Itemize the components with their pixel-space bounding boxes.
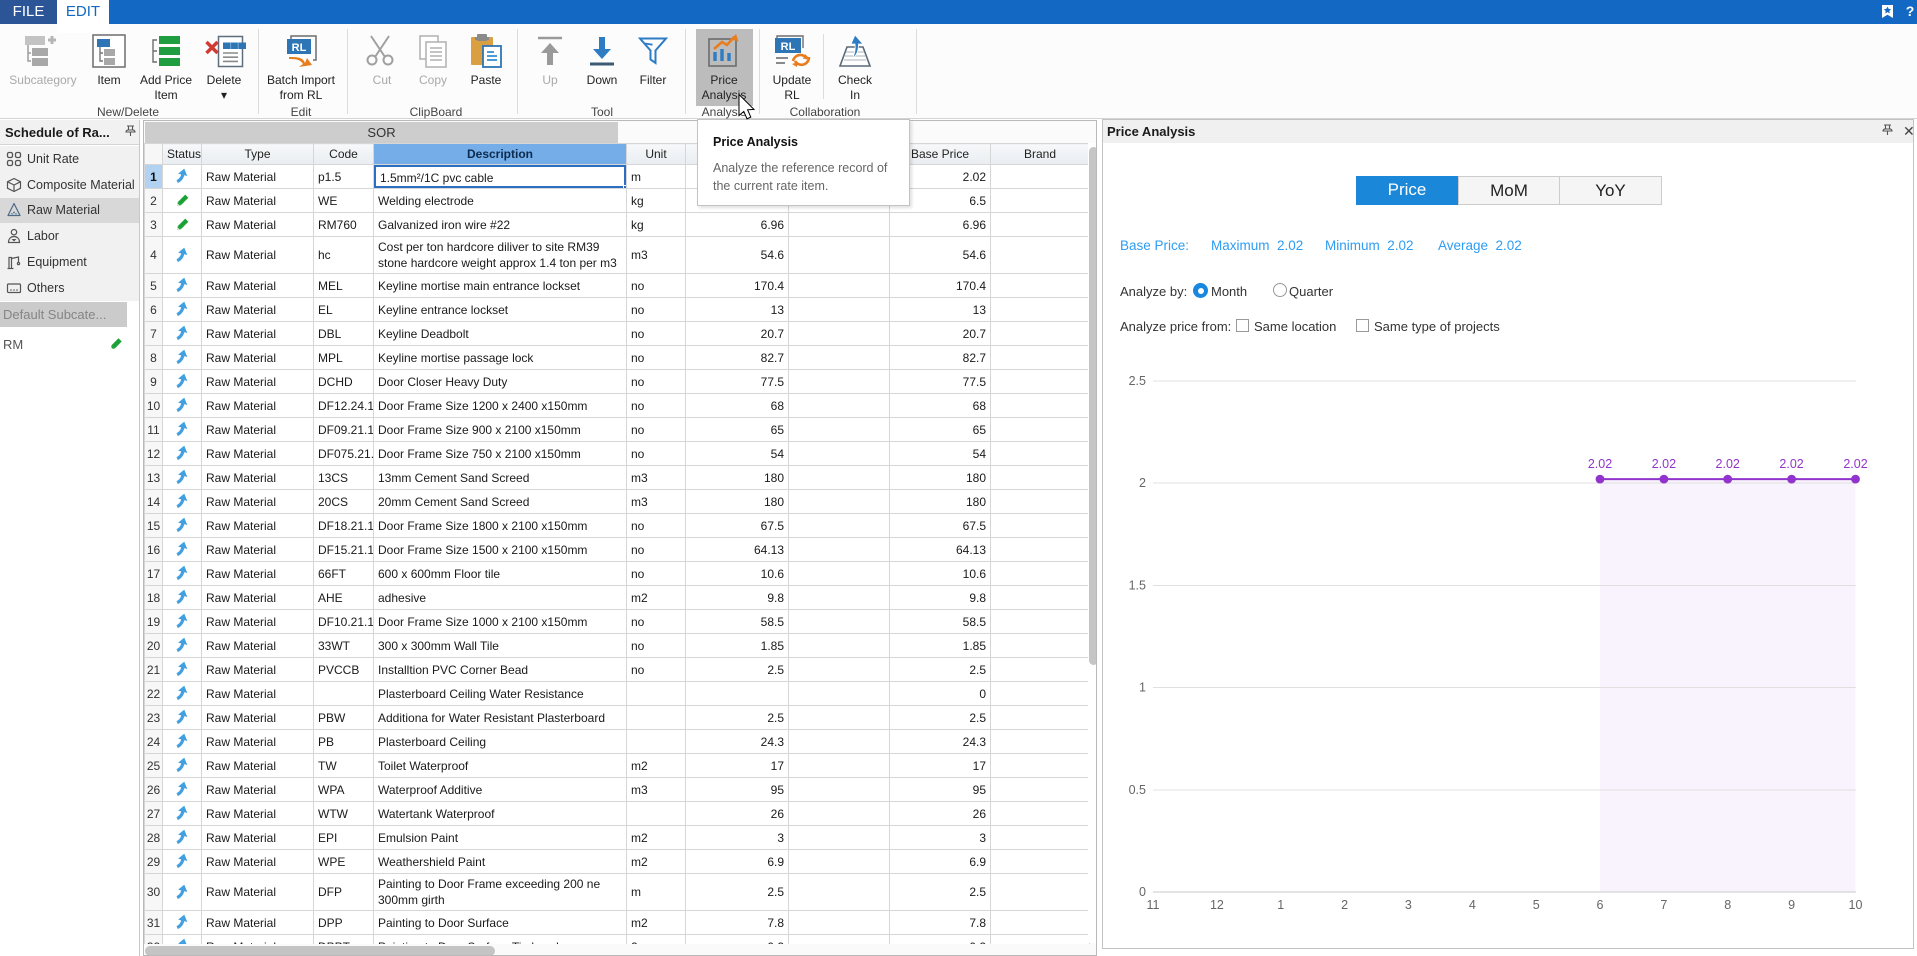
svg-text:2: 2 xyxy=(1341,898,1348,912)
svg-text:?: ? xyxy=(1906,3,1915,19)
svg-text:1: 1 xyxy=(1139,681,1146,695)
svg-text:11: 11 xyxy=(1147,898,1160,912)
svg-text:0.5: 0.5 xyxy=(1129,783,1146,797)
svg-text:2.02: 2.02 xyxy=(1779,457,1803,471)
svg-text:2.02: 2.02 xyxy=(1716,457,1740,471)
svg-text:7: 7 xyxy=(1660,898,1667,912)
svg-text:2.02: 2.02 xyxy=(1588,457,1612,471)
svg-text:1.5: 1.5 xyxy=(1129,578,1146,592)
svg-text:9: 9 xyxy=(1788,898,1795,912)
svg-text:2.5: 2.5 xyxy=(1129,374,1146,388)
svg-text:3: 3 xyxy=(1405,898,1412,912)
svg-text:2.02: 2.02 xyxy=(1843,457,1867,471)
svg-text:2: 2 xyxy=(1139,476,1146,490)
svg-text:1: 1 xyxy=(1277,898,1284,912)
svg-text:10: 10 xyxy=(1849,898,1863,912)
svg-text:RL: RL xyxy=(781,41,796,53)
svg-text:8: 8 xyxy=(1724,898,1731,912)
svg-text:RL: RL xyxy=(292,42,307,54)
svg-text:0: 0 xyxy=(1139,885,1146,899)
svg-text:4: 4 xyxy=(1469,898,1476,912)
svg-text:12: 12 xyxy=(1210,898,1224,912)
svg-text:5: 5 xyxy=(1533,898,1540,912)
svg-text:2.02: 2.02 xyxy=(1652,457,1676,471)
svg-text:6: 6 xyxy=(1597,898,1604,912)
